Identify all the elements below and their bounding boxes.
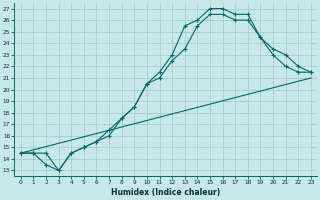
X-axis label: Humidex (Indice chaleur): Humidex (Indice chaleur) — [111, 188, 220, 197]
